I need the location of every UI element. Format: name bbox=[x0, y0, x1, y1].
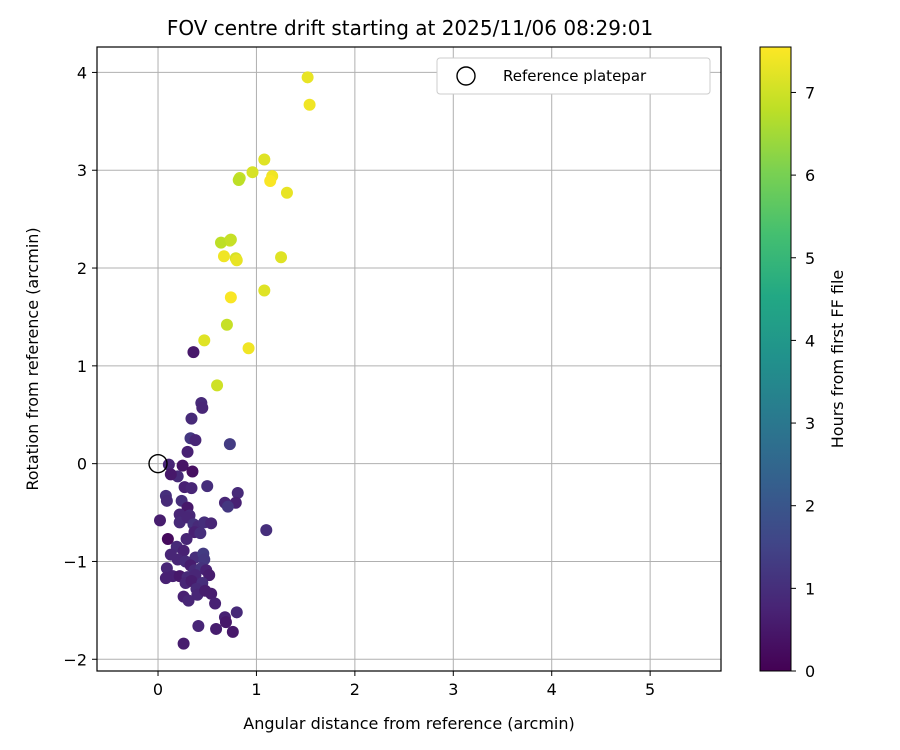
data-point bbox=[199, 584, 212, 597]
x-ticks: 0 1 2 3 4 5 bbox=[153, 671, 655, 699]
colorbar-ticks: 0 1 2 3 4 5 6 7 bbox=[791, 83, 815, 681]
data-point bbox=[161, 532, 174, 545]
data-point bbox=[198, 334, 211, 347]
data-point bbox=[181, 445, 194, 458]
scatter-points bbox=[153, 71, 316, 650]
plot-frame bbox=[96, 46, 722, 672]
data-point bbox=[205, 517, 218, 530]
legend-marker bbox=[456, 66, 476, 86]
y-tick-label: 3 bbox=[77, 161, 87, 180]
colorbar-label: Hours from first FF file bbox=[828, 270, 847, 449]
data-point bbox=[177, 637, 190, 650]
data-point bbox=[226, 625, 239, 638]
data-point bbox=[211, 379, 224, 392]
colorbar-tick-label: 7 bbox=[805, 83, 815, 102]
data-point bbox=[153, 514, 166, 527]
data-point bbox=[177, 544, 190, 557]
data-point bbox=[258, 153, 271, 166]
y-axis-label: Rotation from reference (arcmin) bbox=[23, 227, 42, 490]
data-point bbox=[201, 480, 214, 493]
data-point bbox=[159, 572, 172, 585]
y-tick-label: 2 bbox=[77, 259, 87, 278]
data-point bbox=[185, 482, 198, 495]
data-point bbox=[264, 174, 277, 187]
data-point bbox=[275, 251, 288, 264]
colorbar-fill bbox=[759, 46, 792, 672]
data-point bbox=[192, 620, 205, 633]
data-point bbox=[176, 459, 189, 472]
data-point bbox=[221, 500, 234, 513]
y-tick-label: 0 bbox=[77, 455, 87, 474]
data-point bbox=[180, 532, 193, 545]
colorbar-tick-label: 1 bbox=[805, 579, 815, 598]
legend: Reference platepar bbox=[436, 57, 711, 95]
data-point bbox=[246, 166, 259, 179]
data-point bbox=[215, 236, 228, 249]
data-point bbox=[301, 71, 314, 84]
data-point bbox=[164, 468, 177, 481]
data-point bbox=[196, 401, 209, 414]
data-point bbox=[223, 438, 236, 451]
colorbar-tick-label: 3 bbox=[805, 414, 815, 433]
data-point bbox=[217, 250, 230, 263]
colorbar-tick-label: 6 bbox=[805, 166, 815, 185]
data-point bbox=[230, 606, 243, 619]
data-point bbox=[189, 434, 202, 447]
data-point bbox=[160, 494, 173, 507]
data-point bbox=[303, 98, 316, 111]
data-point bbox=[194, 527, 207, 540]
y-tick-label: 1 bbox=[77, 357, 87, 376]
reference-platepar-marker bbox=[148, 453, 168, 474]
data-point bbox=[224, 291, 237, 304]
x-tick-label: 0 bbox=[153, 680, 163, 699]
data-point bbox=[186, 465, 199, 478]
x-tick-label: 2 bbox=[350, 680, 360, 699]
x-axis-label: Angular distance from reference (arcmin) bbox=[243, 714, 574, 733]
data-point bbox=[209, 597, 222, 610]
legend-box bbox=[436, 57, 711, 95]
data-point bbox=[187, 346, 200, 359]
colorbar-tick-label: 4 bbox=[805, 331, 815, 350]
data-point bbox=[185, 412, 198, 425]
data-point bbox=[242, 342, 255, 355]
data-point bbox=[280, 186, 293, 199]
data-point bbox=[231, 486, 244, 499]
data-point bbox=[260, 524, 273, 537]
y-tick-label: −1 bbox=[63, 552, 87, 571]
data-point bbox=[182, 594, 195, 607]
data-point bbox=[258, 284, 271, 297]
y-tick-label: 4 bbox=[77, 63, 87, 82]
data-point bbox=[230, 254, 243, 267]
colorbar-tick-label: 0 bbox=[805, 662, 815, 681]
y-ticks: −2 −1 0 1 2 3 4 bbox=[63, 63, 97, 669]
x-tick-label: 3 bbox=[448, 680, 458, 699]
data-point bbox=[220, 318, 233, 331]
colorbar-tick-label: 2 bbox=[805, 497, 815, 516]
x-tick-label: 1 bbox=[251, 680, 261, 699]
data-point bbox=[210, 622, 223, 635]
colorbar: 0 1 2 3 4 5 6 7 Hours from first FF file bbox=[759, 46, 847, 681]
data-point bbox=[219, 616, 232, 629]
data-point bbox=[232, 174, 245, 187]
x-tick-label: 4 bbox=[547, 680, 557, 699]
data-point bbox=[224, 233, 237, 246]
legend-label-reference-platepar: Reference platepar bbox=[503, 67, 647, 85]
chart-title: FOV centre drift starting at 2025/11/06 … bbox=[167, 16, 653, 40]
x-tick-label: 5 bbox=[645, 680, 655, 699]
y-tick-label: −2 bbox=[63, 650, 87, 669]
data-point bbox=[203, 569, 216, 582]
colorbar-tick-label: 5 bbox=[805, 249, 815, 268]
